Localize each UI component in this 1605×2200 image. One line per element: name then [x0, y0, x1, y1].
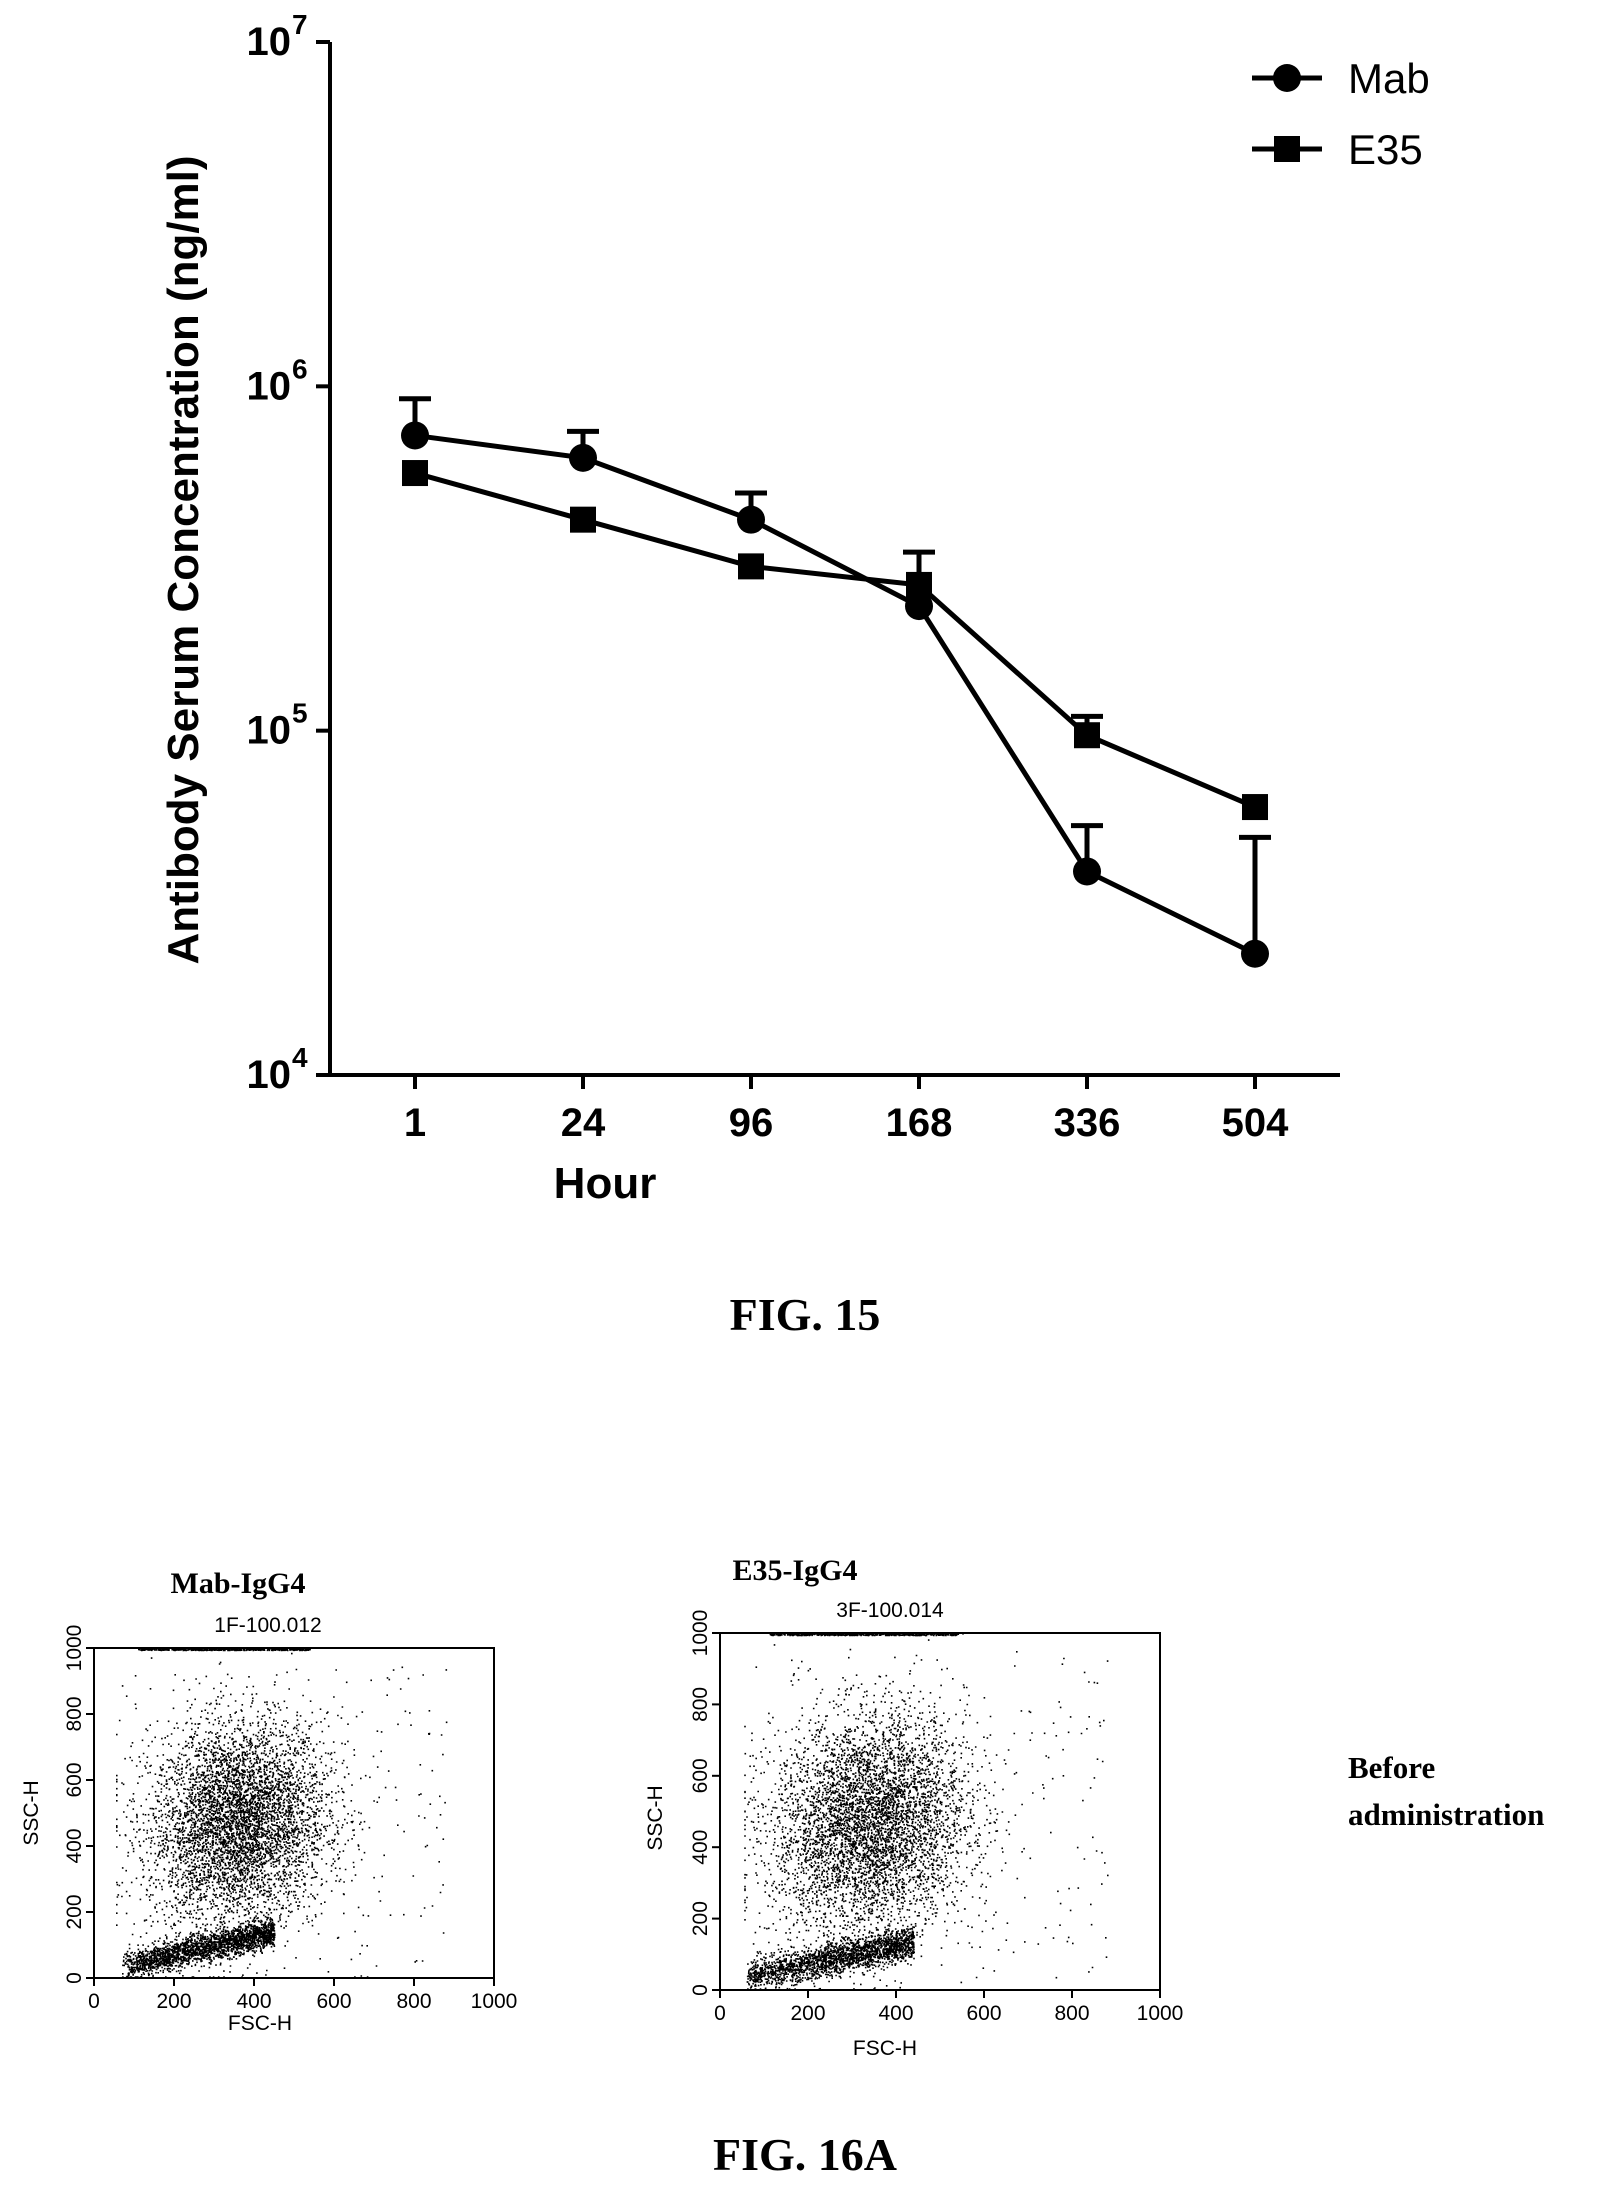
- y-tick-label-base: 10: [247, 709, 292, 753]
- data-point: [1242, 794, 1268, 821]
- x-tick-label: 400: [236, 1990, 271, 2013]
- panel-sample-id: 3F-100.014: [836, 1599, 944, 1622]
- x-axis-label: Hour: [554, 1159, 657, 1208]
- legend-label: Mab: [1348, 55, 1430, 102]
- y-tick-label: 800: [689, 1687, 712, 1722]
- panel-title: Mab-IgG4: [171, 1567, 306, 1600]
- panel-frame: [93, 1647, 495, 1979]
- legend: Mab E35: [1252, 55, 1430, 173]
- panel-ticks: 0 200 400 600 800 1000 0 200 400 600 800 1000: [63, 1625, 517, 2013]
- panel-x-label: FSC-H: [853, 2037, 917, 2060]
- y-axis-label: Antibody Serum Concentration (ng/ml): [159, 155, 208, 964]
- x-tick-label: 200: [790, 2002, 825, 2025]
- data-point: [905, 592, 933, 621]
- y-tick-label-base: 10: [247, 1053, 292, 1097]
- data-point: [1074, 722, 1100, 749]
- y-tick-label-exp: 5: [292, 698, 308, 729]
- x-tick-label: 200: [156, 1990, 191, 2013]
- panel-ticks: 0 200 400 600 800 1000 0 200 400 600 800 1000: [689, 1610, 1183, 2025]
- data-point: [738, 553, 764, 580]
- x-tick-label: 96: [729, 1101, 774, 1145]
- fig15-axes: [328, 42, 1340, 1077]
- x-tick-label: 800: [396, 1990, 431, 2013]
- side-note-before: Before: [1348, 1750, 1435, 1785]
- event-dots: [744, 1633, 1109, 1990]
- legend-marker: [1273, 64, 1301, 92]
- panel-x-label: FSC-H: [228, 2012, 292, 2035]
- fig16a-caption: FIG. 16A: [713, 2129, 897, 2180]
- series-mab: [399, 396, 1271, 968]
- event-dots: [116, 1648, 448, 1978]
- scatter-dots: [116, 1648, 448, 1978]
- x-tick-group: 1 24 96 168 336 504: [404, 1075, 1289, 1145]
- y-tick-label: 600: [689, 1758, 712, 1793]
- data-point: [906, 571, 932, 598]
- x-tick-label: 600: [316, 1990, 351, 2013]
- y-tick-label: 400: [689, 1830, 712, 1865]
- x-tick-label: 800: [1054, 2002, 1089, 2025]
- panel-sample-id: 1F-100.012: [214, 1614, 321, 1637]
- y-tick-label: 0: [689, 1984, 712, 1996]
- x-tick-label: 1: [404, 1101, 426, 1145]
- legend-label: E35: [1348, 126, 1423, 173]
- y-tick-label-exp: 4: [292, 1042, 308, 1073]
- scatter-panel-mab: Mab-IgG4 1F-100.012 0 200 400 600 800 1000 0 20…: [20, 1567, 517, 2035]
- panel-frame: [719, 1632, 1161, 1991]
- y-tick-label: 1000: [689, 1610, 712, 1657]
- x-tick-label: 0: [88, 1990, 100, 2013]
- y-tick-label: 200: [689, 1901, 712, 1936]
- side-note-administration: administration: [1348, 1797, 1544, 1832]
- y-tick-label: 600: [63, 1762, 86, 1797]
- y-tick-label: 1000: [63, 1625, 86, 1672]
- x-tick-label: 1000: [471, 1990, 518, 2013]
- series-group: [399, 396, 1271, 968]
- y-tick-label-exp: 6: [292, 353, 308, 384]
- x-tick-label: 336: [1054, 1101, 1121, 1145]
- data-point: [569, 443, 597, 472]
- x-tick-label: 400: [878, 2002, 913, 2025]
- y-tick-label: 0: [63, 1972, 86, 1984]
- x-tick-label: 24: [561, 1101, 606, 1145]
- data-point: [401, 421, 429, 450]
- data-point: [570, 506, 596, 533]
- y-tick-label-base: 10: [247, 364, 292, 408]
- x-tick-label: 504: [1222, 1101, 1289, 1145]
- x-tick-label: 0: [714, 2002, 726, 2025]
- y-tick-label-base: 10: [247, 20, 292, 64]
- series-e35: [402, 460, 1268, 821]
- y-tick-label: 200: [63, 1894, 86, 1929]
- y-tick-label-exp: 7: [292, 9, 308, 40]
- panel-y-label: SSC-H: [20, 1780, 43, 1845]
- series-line: [414, 470, 1256, 810]
- scatter-panel-e35: E35-IgG4 3F-100.014 0 200 400 600 800 1000 0 20…: [644, 1554, 1183, 2060]
- fig15-caption: FIG. 15: [730, 1289, 881, 1340]
- data-point: [402, 460, 428, 487]
- x-tick-label: 1000: [1137, 2002, 1184, 2025]
- data-point: [737, 505, 765, 534]
- legend-marker: [1274, 136, 1300, 162]
- y-tick-label: 400: [63, 1828, 86, 1863]
- scatter-dots: [744, 1633, 1109, 1990]
- y-tick-label: 800: [63, 1696, 86, 1731]
- data-point: [1241, 939, 1269, 968]
- panel-y-label: SSC-H: [644, 1785, 667, 1850]
- series-line: [414, 432, 1257, 956]
- x-tick-label: 168: [886, 1101, 953, 1145]
- panel-title: E35-IgG4: [732, 1554, 857, 1587]
- x-tick-label: 600: [966, 2002, 1001, 2025]
- data-point: [1073, 857, 1101, 886]
